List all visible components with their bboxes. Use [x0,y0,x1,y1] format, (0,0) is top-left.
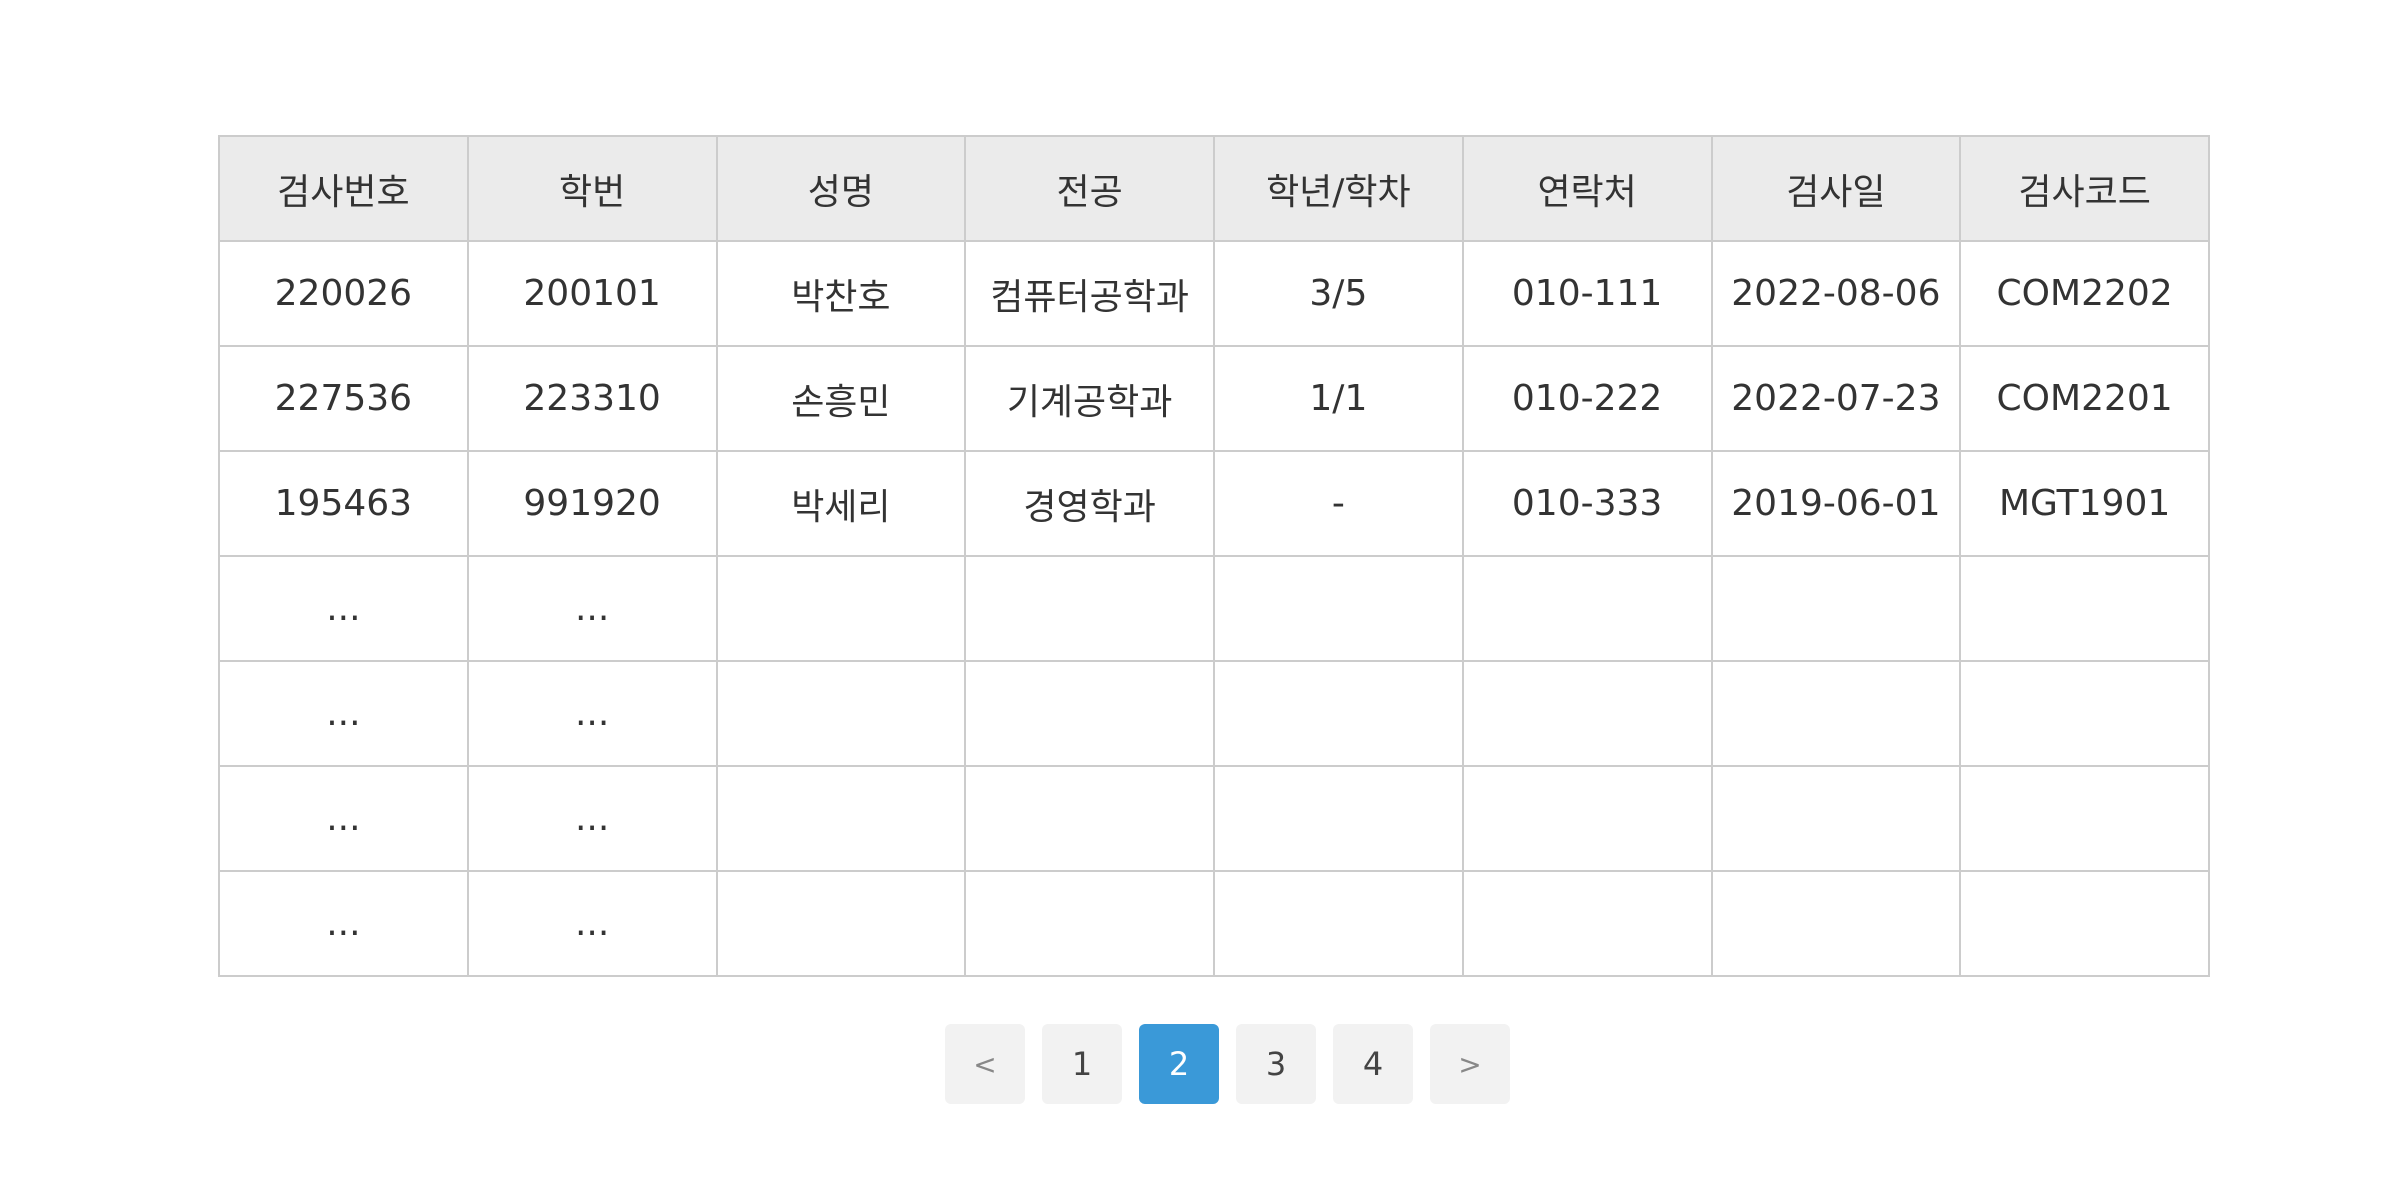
cell-grade-semester: 3/5 [1213,240,1464,347]
page-button-4[interactable]: 4 [1333,1024,1413,1104]
table-header-row: 검사번호 학번 성명 전공 학년/학차 연락처 검사일 검사코드 [218,135,2210,242]
table-row[interactable]: ... ... [218,765,2210,872]
header-grade-semester[interactable]: 학년/학차 [1213,135,1464,242]
next-page-button[interactable]: > [1430,1024,1510,1104]
cell-test-number: 195463 [218,450,469,557]
header-student-id[interactable]: 학번 [466,135,718,242]
cell-test-number: ... [218,660,469,767]
cell-contact: 010-111 [1461,240,1713,347]
prev-page-button[interactable]: < [945,1024,1025,1104]
cell-student-id: 991920 [466,450,718,557]
table-row[interactable]: 227536 223310 손흥민 기계공학과 1/1 010-222 2022… [218,345,2210,452]
cell-test-code [1959,555,2210,662]
cell-name: 손흥민 [715,345,967,452]
cell-name: 박찬호 [715,240,967,347]
cell-test-code [1959,870,2210,977]
header-major[interactable]: 전공 [964,135,1215,242]
cell-student-id: ... [466,870,718,977]
header-test-code[interactable]: 검사코드 [1959,135,2210,242]
cell-grade-semester [1213,765,1464,872]
cell-grade-semester: - [1213,450,1464,557]
cell-major [964,555,1215,662]
cell-test-number: ... [218,555,469,662]
cell-name [715,660,967,767]
header-test-date[interactable]: 검사일 [1710,135,1962,242]
cell-grade-semester [1213,870,1464,977]
page-button-3[interactable]: 3 [1236,1024,1316,1104]
cell-contact [1461,870,1713,977]
page-button-2[interactable]: 2 [1139,1024,1219,1104]
cell-grade-semester [1213,660,1464,767]
cell-contact [1461,555,1713,662]
cell-test-code: COM2201 [1959,345,2210,452]
cell-student-id: ... [466,765,718,872]
cell-major: 기계공학과 [964,345,1215,452]
cell-grade-semester: 1/1 [1213,345,1464,452]
table-row[interactable]: 195463 991920 박세리 경영학과 - 010-333 2019-06… [218,450,2210,557]
table-row[interactable]: ... ... [218,870,2210,977]
cell-test-date: 2019-06-01 [1710,450,1962,557]
cell-major [964,660,1215,767]
cell-test-code: MGT1901 [1959,450,2210,557]
table-row[interactable]: ... ... [218,555,2210,662]
cell-test-code [1959,660,2210,767]
cell-major: 컴퓨터공학과 [964,240,1215,347]
cell-grade-semester [1213,555,1464,662]
cell-test-number: 227536 [218,345,469,452]
cell-contact [1461,765,1713,872]
cell-test-code: COM2202 [1959,240,2210,347]
cell-contact [1461,660,1713,767]
page-button-1[interactable]: 1 [1042,1024,1122,1104]
cell-test-number: ... [218,765,469,872]
cell-student-id: 200101 [466,240,718,347]
cell-name: 박세리 [715,450,967,557]
cell-major: 경영학과 [964,450,1215,557]
cell-test-date [1710,660,1962,767]
cell-name [715,870,967,977]
records-table: 검사번호 학번 성명 전공 학년/학차 연락처 검사일 검사코드 220026 … [218,135,2210,977]
cell-contact: 010-333 [1461,450,1713,557]
cell-contact: 010-222 [1461,345,1713,452]
cell-test-date: 2022-08-06 [1710,240,1962,347]
cell-name [715,765,967,872]
header-name[interactable]: 성명 [715,135,967,242]
cell-test-date [1710,555,1962,662]
pagination: < 1 2 3 4 > [945,1024,1510,1104]
cell-test-number: 220026 [218,240,469,347]
cell-student-id: 223310 [466,345,718,452]
header-contact[interactable]: 연락처 [1461,135,1713,242]
cell-name [715,555,967,662]
cell-test-date: 2022-07-23 [1710,345,1962,452]
cell-student-id: ... [466,555,718,662]
cell-test-code [1959,765,2210,872]
cell-student-id: ... [466,660,718,767]
header-test-number[interactable]: 검사번호 [218,135,469,242]
table-row[interactable]: ... ... [218,660,2210,767]
cell-test-date [1710,870,1962,977]
cell-major [964,765,1215,872]
cell-major [964,870,1215,977]
table-row[interactable]: 220026 200101 박찬호 컴퓨터공학과 3/5 010-111 202… [218,240,2210,347]
cell-test-number: ... [218,870,469,977]
cell-test-date [1710,765,1962,872]
